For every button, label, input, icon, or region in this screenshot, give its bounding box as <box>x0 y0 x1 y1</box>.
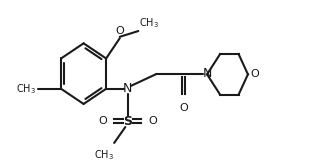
Text: O: O <box>149 116 157 126</box>
Text: O: O <box>251 69 259 79</box>
Text: S: S <box>123 115 132 128</box>
Text: O: O <box>115 26 124 36</box>
Text: O: O <box>179 102 188 113</box>
Text: O: O <box>98 116 107 126</box>
Text: CH$_3$: CH$_3$ <box>139 17 159 30</box>
Text: N: N <box>202 67 212 80</box>
Text: CH$_3$: CH$_3$ <box>16 82 36 96</box>
Text: CH$_3$: CH$_3$ <box>93 148 114 162</box>
Text: N: N <box>123 82 132 95</box>
